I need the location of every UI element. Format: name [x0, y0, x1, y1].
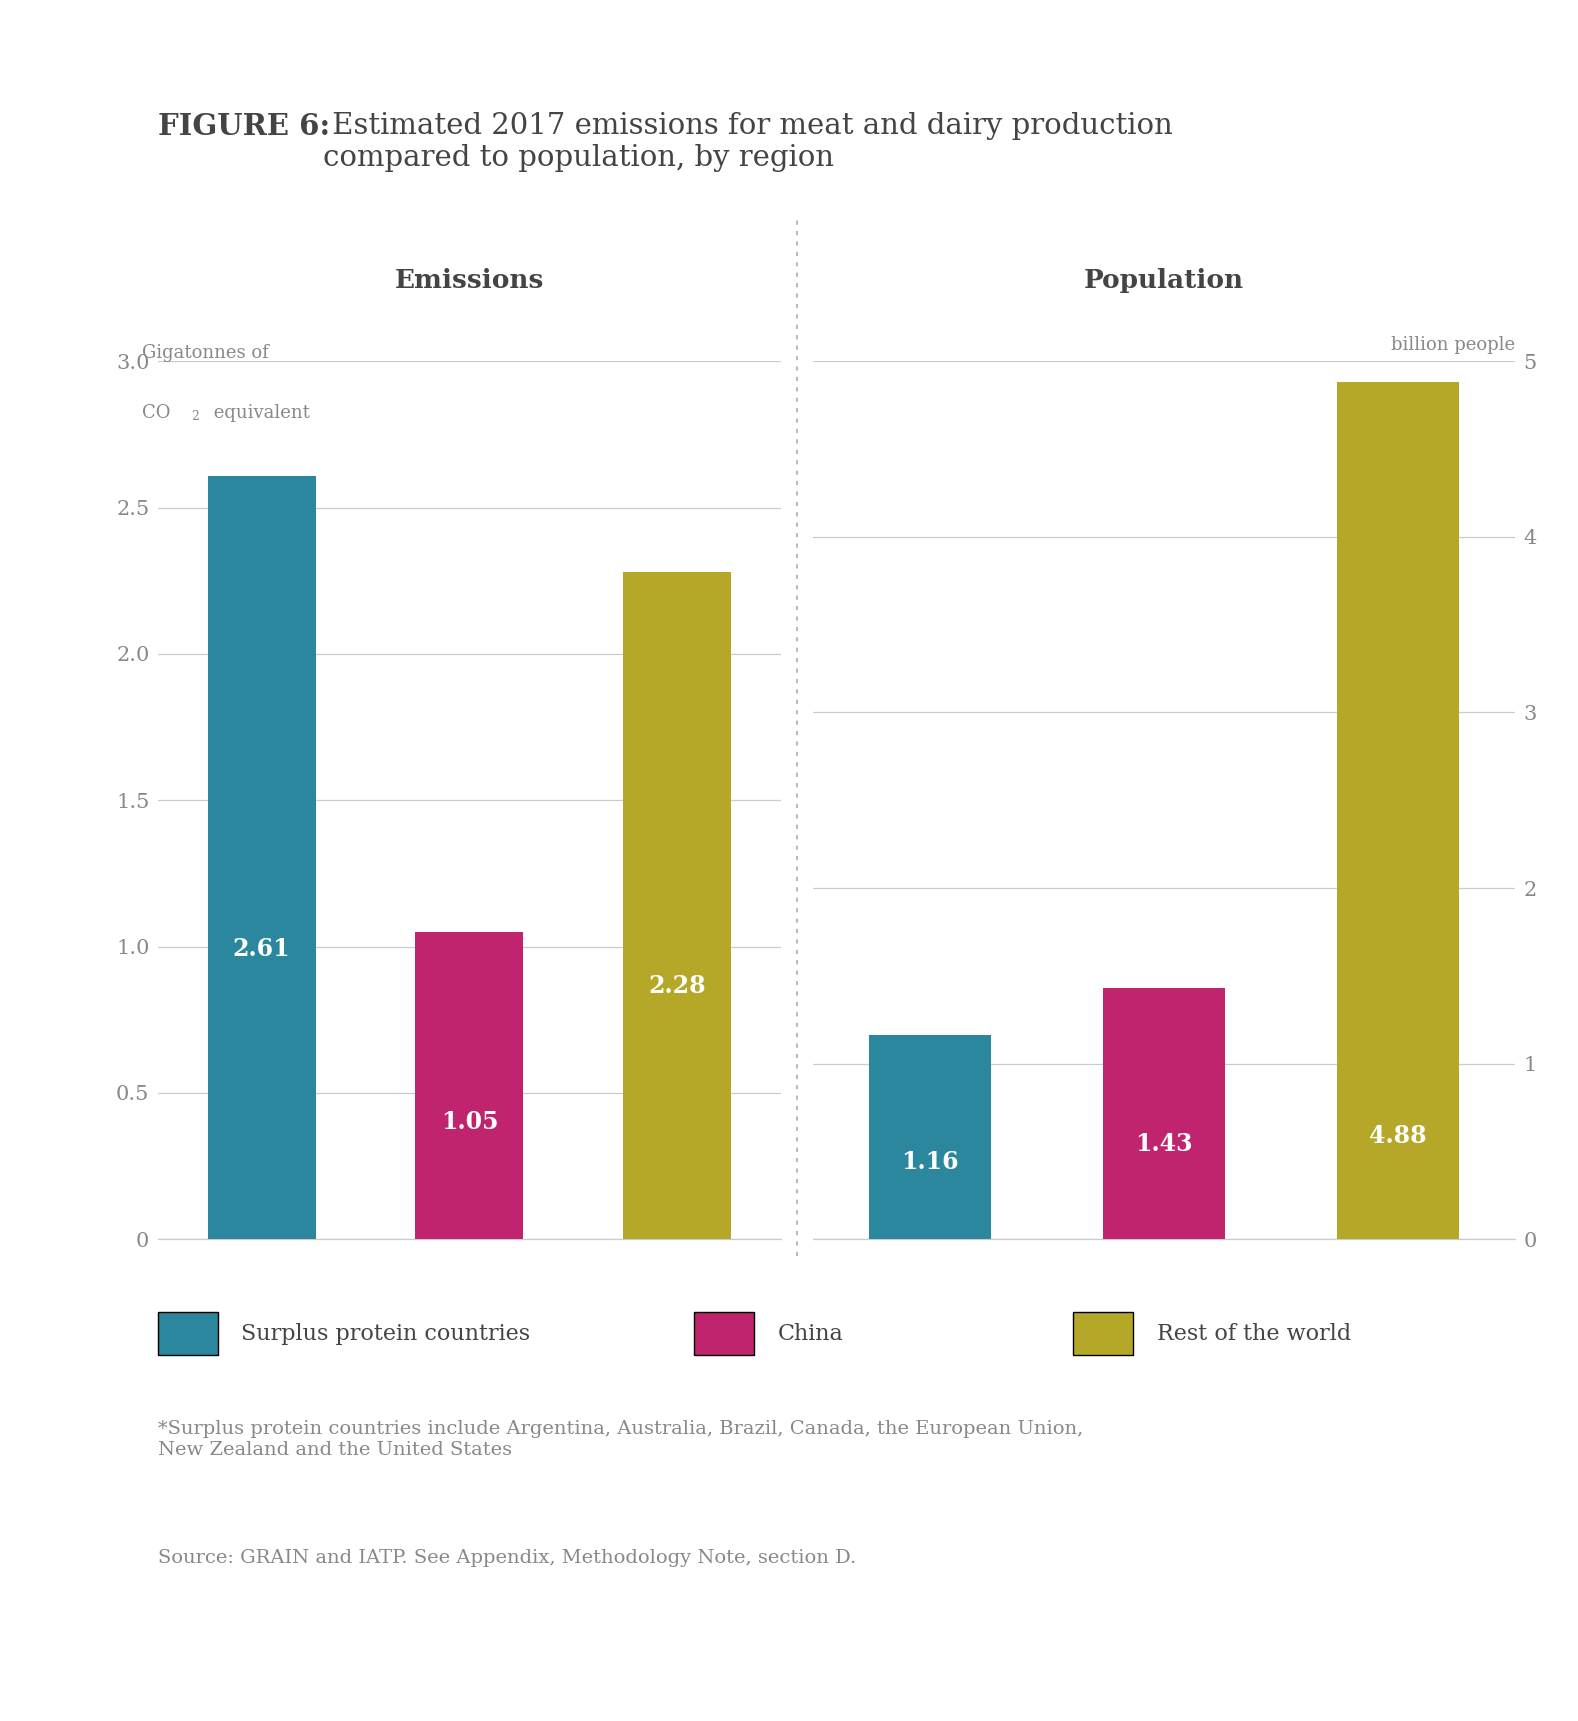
- Text: China: China: [778, 1323, 844, 1344]
- Bar: [208, 475, 316, 1239]
- Text: FIGURE 6:: FIGURE 6:: [158, 112, 330, 141]
- Text: Gigatonnes of: Gigatonnes of: [142, 344, 268, 361]
- Text: Rest of the world: Rest of the world: [1157, 1323, 1351, 1344]
- Text: 2: 2: [191, 410, 199, 423]
- Text: 2.61: 2.61: [234, 936, 290, 960]
- Text: billion people: billion people: [1390, 336, 1515, 353]
- Text: *Surplus protein countries include Argentina, Australia, Brazil, Canada, the Eur: *Surplus protein countries include Argen…: [158, 1420, 1083, 1459]
- Text: equivalent: equivalent: [208, 404, 311, 422]
- Bar: [869, 1036, 991, 1239]
- Bar: [623, 571, 731, 1239]
- Text: Estimated 2017 emissions for meat and dairy production
compared to population, b: Estimated 2017 emissions for meat and da…: [323, 112, 1172, 172]
- Text: Surplus protein countries: Surplus protein countries: [241, 1323, 530, 1344]
- Text: Emissions: Emissions: [394, 267, 544, 293]
- Bar: [1337, 382, 1458, 1239]
- Bar: [415, 933, 524, 1239]
- Text: 1.43: 1.43: [1135, 1132, 1193, 1157]
- Text: 1.05: 1.05: [440, 1110, 499, 1134]
- Text: 2.28: 2.28: [649, 974, 705, 998]
- Bar: [1103, 988, 1225, 1239]
- Text: Source: GRAIN and IATP. See Appendix, Methodology Note, section D.: Source: GRAIN and IATP. See Appendix, Me…: [158, 1549, 855, 1566]
- Text: CO: CO: [142, 404, 170, 422]
- Text: 1.16: 1.16: [901, 1150, 958, 1174]
- Text: Population: Population: [1084, 267, 1243, 293]
- Text: 4.88: 4.88: [1370, 1124, 1427, 1148]
